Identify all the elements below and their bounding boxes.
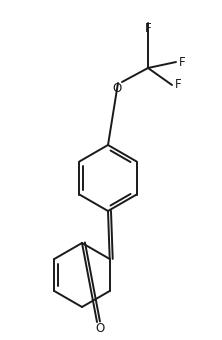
- Text: O: O: [95, 323, 105, 336]
- Text: F: F: [179, 55, 185, 68]
- Text: F: F: [175, 79, 181, 91]
- Text: F: F: [145, 21, 151, 34]
- Text: O: O: [112, 82, 122, 95]
